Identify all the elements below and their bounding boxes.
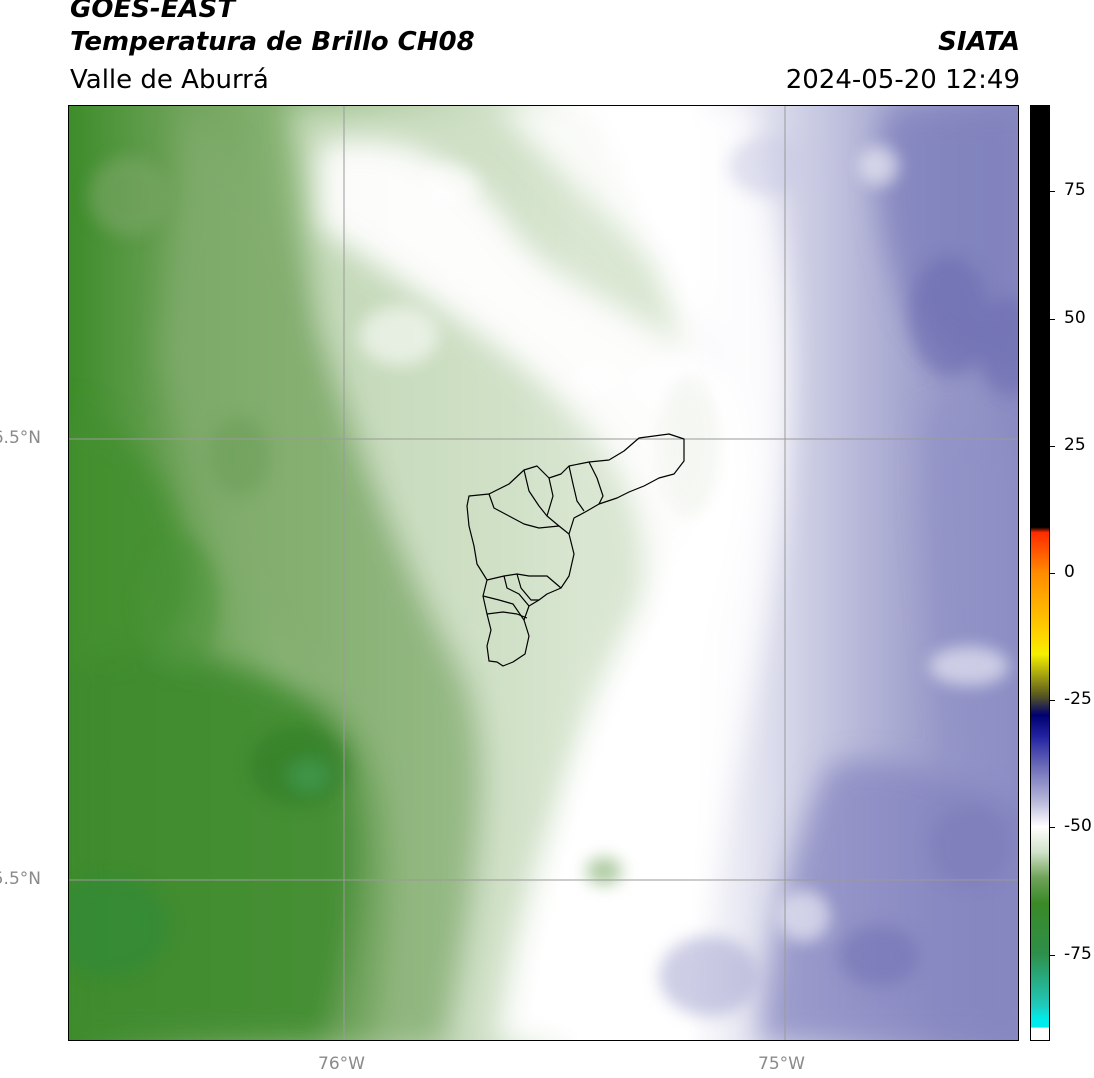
texture-blobs (69, 136, 1018, 1016)
satellite-title: GOES-EAST (70, 0, 236, 24)
latitude-label: 5.5°N (0, 869, 41, 889)
municipality-divider-9 (482, 595, 525, 621)
timestamp-label: 2024-05-20 12:49 (785, 65, 1020, 95)
graticule (69, 106, 1018, 1040)
municipality-divider-8 (516, 573, 539, 601)
product-title: Temperatura de Brillo CH08 (70, 27, 475, 57)
region-label: Valle de Aburrá (70, 65, 269, 95)
municipality-divider-3 (588, 461, 604, 505)
colorbar-tick-label: -50 (1064, 816, 1092, 837)
colorbar-tick-mark (1050, 318, 1055, 320)
municipality-divider-5 (488, 493, 560, 529)
colorbar-tick-mark (1050, 191, 1055, 193)
purple-east (924, 406, 1018, 864)
white-east-band (499, 106, 789, 1040)
municipality-divider-6 (486, 573, 562, 589)
colorbar-tick-label: 0 (1064, 562, 1075, 582)
valle-de-aburra-outline (466, 433, 685, 667)
municipal-boundaries (466, 433, 685, 667)
colorbar-tick-label: 75 (1064, 180, 1086, 201)
green-belt (159, 106, 491, 1040)
colorbar-tick-label: -75 (1064, 943, 1092, 964)
colorbar-tick-label: 25 (1064, 434, 1086, 455)
municipality-divider-10 (486, 611, 528, 619)
colorbar-tick-mark (1050, 954, 1055, 956)
colorbar-tick-mark (1050, 573, 1055, 574)
source-label: SIATA (938, 27, 1020, 57)
latitude-label: 6.5°N (0, 428, 41, 448)
municipality-divider-2 (568, 465, 585, 512)
colorbar-tick-mark (1050, 700, 1055, 702)
colorbar-tick-mark (1050, 827, 1055, 829)
colorbar-tick-mark (1050, 445, 1055, 447)
temperature-colorbar (1030, 105, 1050, 1041)
longitude-label: 75°W (758, 1054, 805, 1074)
colorbar-tick-label: 50 (1064, 307, 1086, 328)
municipality-divider-7 (503, 575, 530, 607)
longitude-label: 76°W (318, 1054, 365, 1074)
brightness-temperature-map[interactable] (68, 105, 1019, 1041)
map-canvas (69, 106, 1018, 1040)
colorbar-tick-label: -25 (1064, 689, 1092, 710)
municipality-divider-4 (523, 469, 548, 517)
